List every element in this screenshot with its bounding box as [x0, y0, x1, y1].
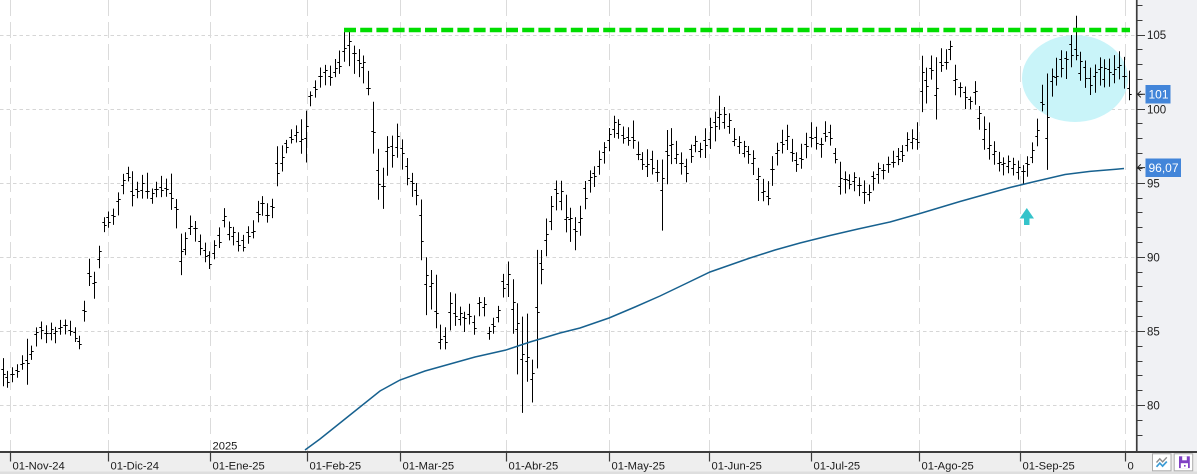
- svg-text:01-Ago-25: 01-Ago-25: [922, 461, 974, 473]
- svg-text:100: 100: [1147, 104, 1166, 116]
- svg-text:01-Dic-24: 01-Dic-24: [111, 461, 160, 473]
- svg-text:01-Ene-25: 01-Ene-25: [213, 461, 265, 473]
- svg-text:01-Mar-25: 01-Mar-25: [403, 461, 455, 473]
- svg-text:01-Sep-25: 01-Sep-25: [1023, 461, 1075, 473]
- svg-text:96,07: 96,07: [1149, 161, 1179, 175]
- svg-text:105: 105: [1147, 30, 1166, 42]
- svg-text:85: 85: [1147, 327, 1160, 339]
- svg-text:101: 101: [1149, 88, 1169, 102]
- svg-text:01-Feb-25: 01-Feb-25: [310, 461, 362, 473]
- svg-text:95: 95: [1147, 178, 1160, 190]
- svg-text:01-Abr-25: 01-Abr-25: [509, 461, 559, 473]
- svg-text:01-May-25: 01-May-25: [612, 461, 665, 473]
- svg-text:01-Nov-24: 01-Nov-24: [13, 461, 65, 473]
- svg-text:2025: 2025: [213, 441, 238, 453]
- svg-text:01-Jul-25: 01-Jul-25: [814, 461, 861, 473]
- svg-text:0: 0: [1128, 461, 1134, 473]
- svg-text:01-Jun-25: 01-Jun-25: [712, 461, 762, 473]
- svg-text:80: 80: [1147, 401, 1160, 413]
- svg-text:90: 90: [1147, 253, 1160, 265]
